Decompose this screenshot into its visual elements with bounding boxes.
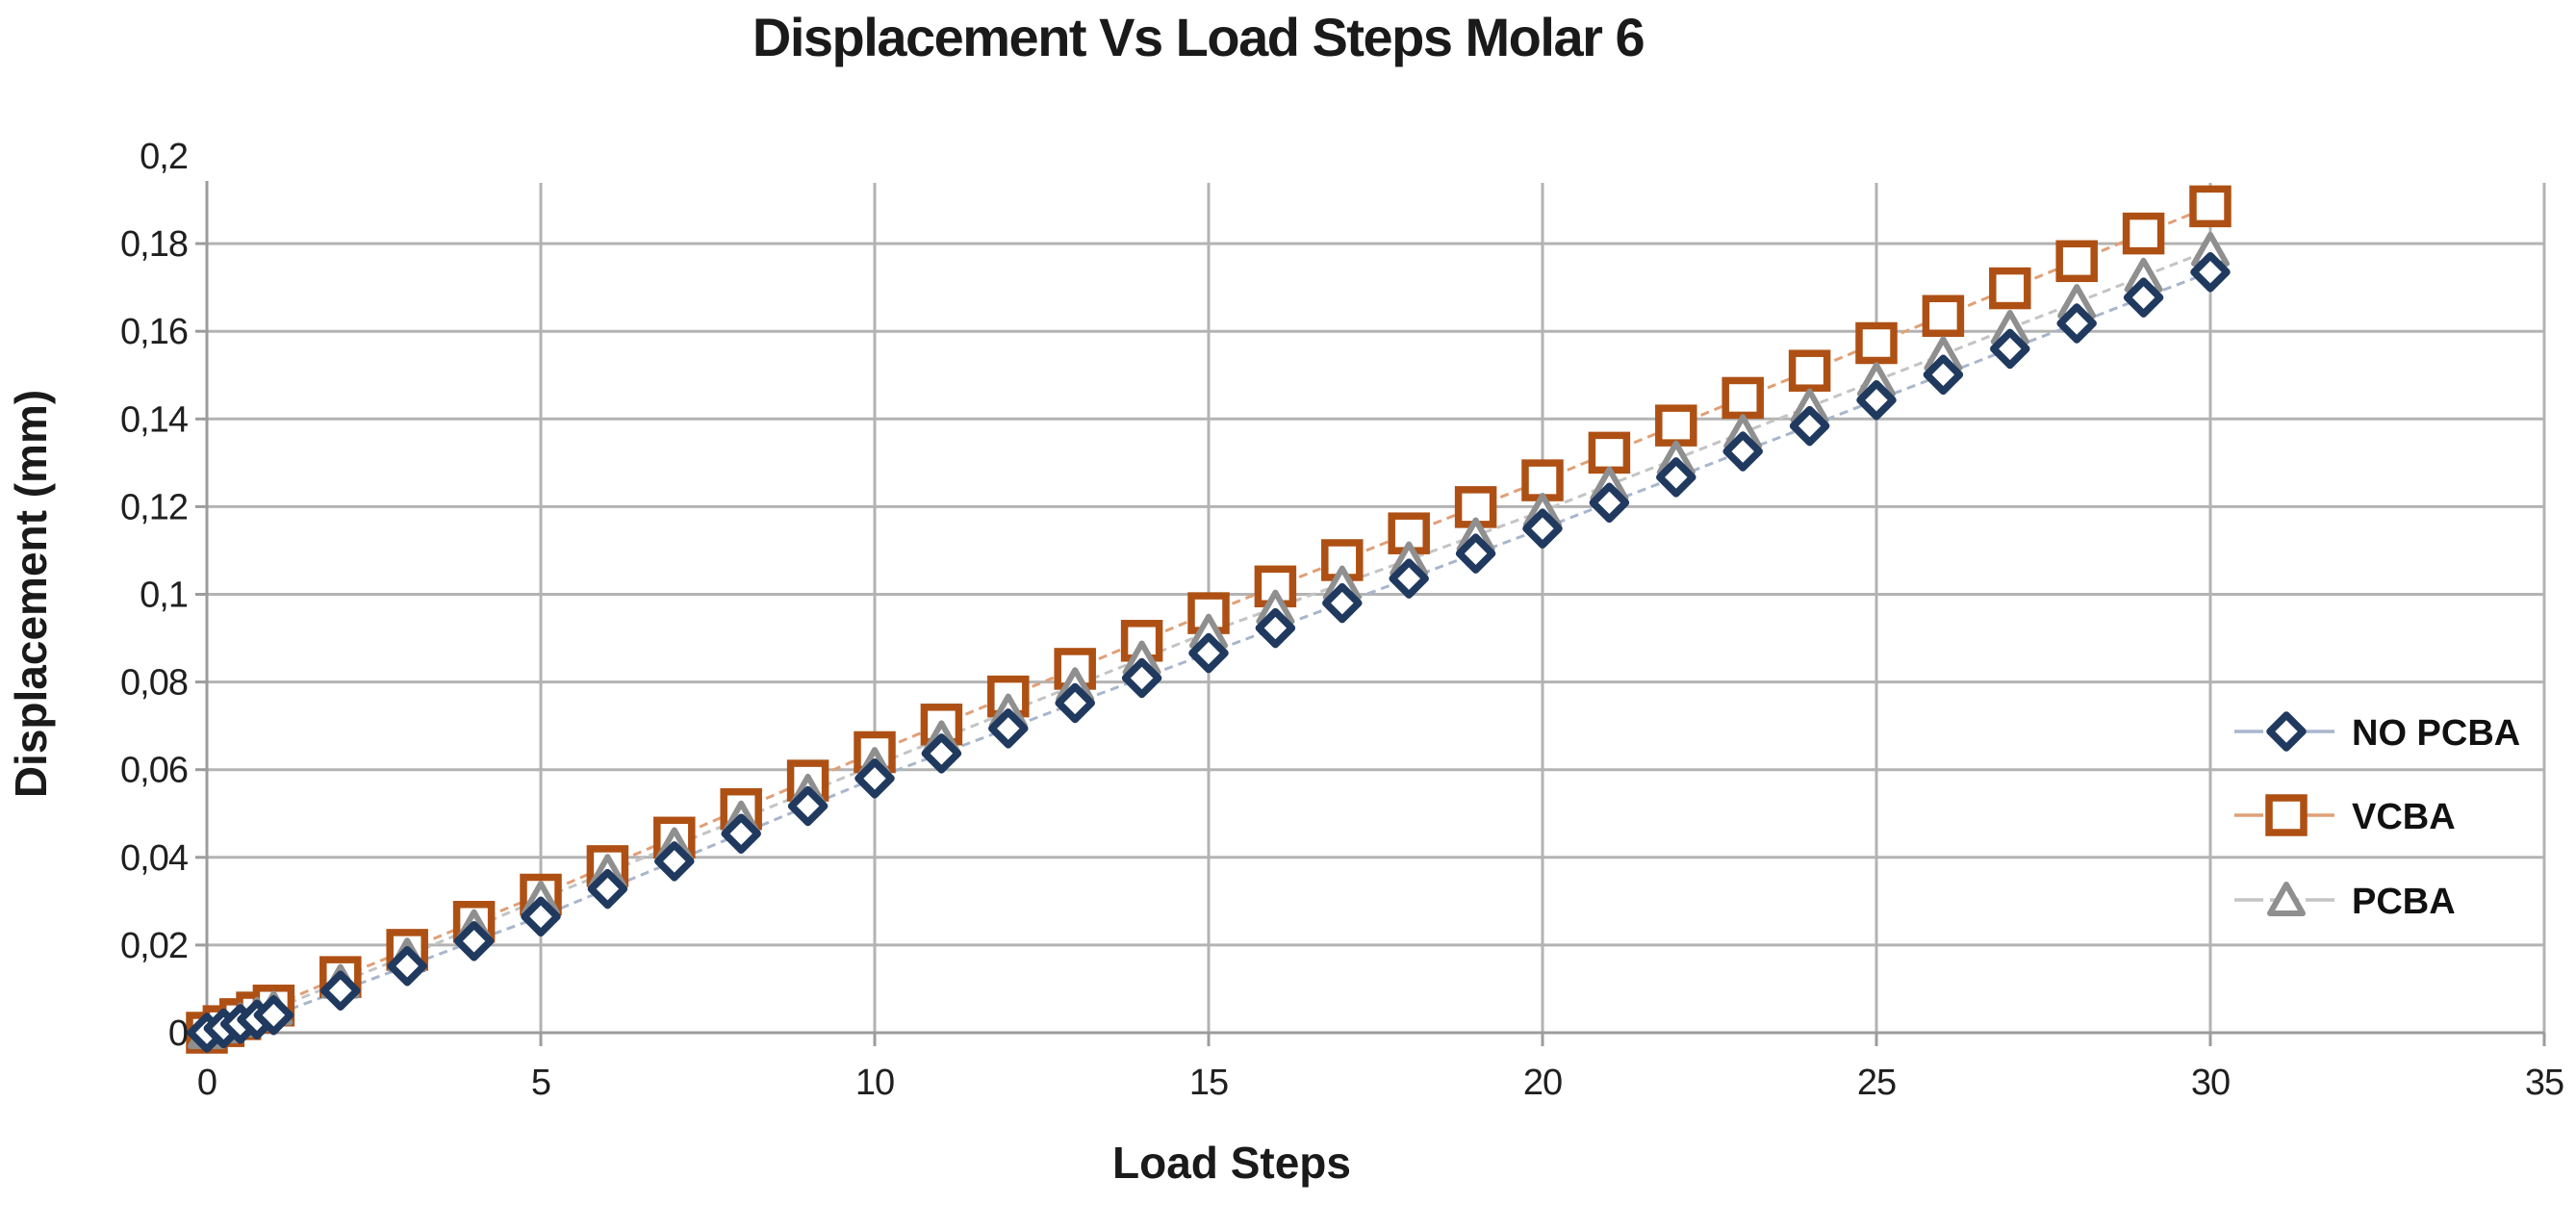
square-marker (1922, 295, 1965, 338)
x-tick-label: 35 (2525, 1063, 2563, 1103)
diamond-marker (1255, 607, 1296, 649)
square-marker (2189, 185, 2232, 228)
vcba-square-marker-icon (2234, 794, 2338, 836)
series-line-pcba (206, 248, 2211, 1035)
y-tick-label: 0,2 (140, 137, 188, 177)
diamond-marker (1121, 657, 1162, 699)
y-tick-label: 0 (168, 1013, 188, 1054)
y-tick-label: 0,18 (120, 224, 188, 265)
diamond-marker (1188, 632, 1229, 674)
square-marker (1588, 431, 1631, 474)
legend: NO PCBA VCBA PCBA (2234, 711, 2520, 922)
x-tick-label: 20 (1523, 1063, 1562, 1103)
tick-labels: 0 0,02 0,04 0,06 0,08 0,1 0,12 0,14 0,16 0,18 0,2 0… (120, 137, 2564, 1103)
diamond-marker (1322, 582, 1363, 624)
diamond-marker (854, 758, 895, 799)
legend-item-vcba: VCBA (2234, 794, 2456, 837)
triangle-marker (2267, 882, 2306, 916)
diamond-marker (387, 946, 427, 987)
square-marker (1655, 404, 1697, 447)
diamond-marker (2123, 277, 2164, 318)
x-tick-label: 5 (531, 1063, 550, 1103)
square-marker (2265, 794, 2308, 836)
y-tick-label: 0,04 (120, 838, 189, 879)
legend-label-no-pcba: NO PCBA (2352, 713, 2520, 754)
diamond-marker (654, 841, 695, 882)
diamond-marker (1389, 558, 1429, 599)
square-marker (1722, 376, 1764, 420)
legend-item-no-pcba: NO PCBA (2234, 711, 2520, 754)
square-marker (2055, 240, 2098, 283)
diamond-marker (1455, 533, 1496, 574)
diamond-marker (1990, 328, 2030, 370)
series-lines (206, 204, 2211, 1035)
diamond-marker (1522, 508, 1563, 549)
diamond-marker (1589, 482, 1630, 524)
y-tick-label: 0,08 (120, 663, 188, 704)
diamond-marker (921, 733, 962, 774)
series-markers (186, 185, 2232, 1054)
x-tick-label: 30 (2191, 1063, 2230, 1103)
square-marker (1855, 321, 1898, 365)
legend-item-pcba: PCBA (2234, 882, 2456, 922)
square-marker (1788, 349, 1831, 392)
x-axis-title: Load Steps (1112, 1138, 1351, 1188)
x-tick-label: 0 (197, 1063, 217, 1103)
diamond-marker (2266, 711, 2307, 752)
y-tick-label: 0,16 (120, 312, 188, 352)
diamond-marker (1055, 682, 1095, 724)
diamond-marker (2190, 251, 2231, 293)
diamond-marker (320, 970, 361, 1012)
y-axis-title: Displacement (mm) (6, 390, 56, 798)
diamond-marker (721, 813, 761, 854)
diamond-marker (1856, 379, 1897, 421)
diamond-marker (988, 708, 1029, 749)
y-tick-label: 0,14 (120, 399, 189, 440)
diamond-marker (1656, 457, 1696, 498)
no-pcba-diamond-marker-icon (2234, 711, 2338, 752)
diamond-marker (253, 995, 294, 1036)
diamond-marker (1789, 405, 1830, 447)
square-marker (2122, 212, 2165, 255)
y-tick-label: 0,02 (120, 926, 188, 966)
square-marker (1521, 459, 1564, 501)
x-tick-label: 25 (1857, 1063, 1896, 1103)
x-tick-label: 10 (855, 1063, 894, 1103)
chart-title: Displacement Vs Load Steps Molar 6 (752, 7, 1645, 67)
diamond-marker (787, 785, 829, 827)
diamond-marker (453, 921, 495, 961)
diamond-marker (521, 896, 561, 937)
x-tick-label: 15 (1189, 1063, 1228, 1103)
square-marker (1989, 267, 2031, 310)
legend-label-vcba: VCBA (2352, 797, 2456, 837)
series-markers-no-pcba (187, 251, 2231, 1053)
diamond-marker (2056, 303, 2097, 344)
y-tick-label: 0,06 (120, 751, 188, 791)
diamond-marker (1923, 354, 1964, 396)
pcba-triangle-marker-icon (2234, 882, 2338, 916)
legend-label-pcba: PCBA (2352, 882, 2456, 922)
y-tick-label: 0,12 (120, 487, 188, 527)
axes (195, 181, 2546, 1046)
gridlines (207, 183, 2546, 1033)
diamond-marker (587, 868, 628, 910)
series-line-vcba (206, 204, 2211, 1035)
diamond-marker (1722, 431, 1763, 472)
y-tick-label: 0,1 (140, 576, 188, 616)
series-line-no-pcba (206, 270, 2211, 1035)
